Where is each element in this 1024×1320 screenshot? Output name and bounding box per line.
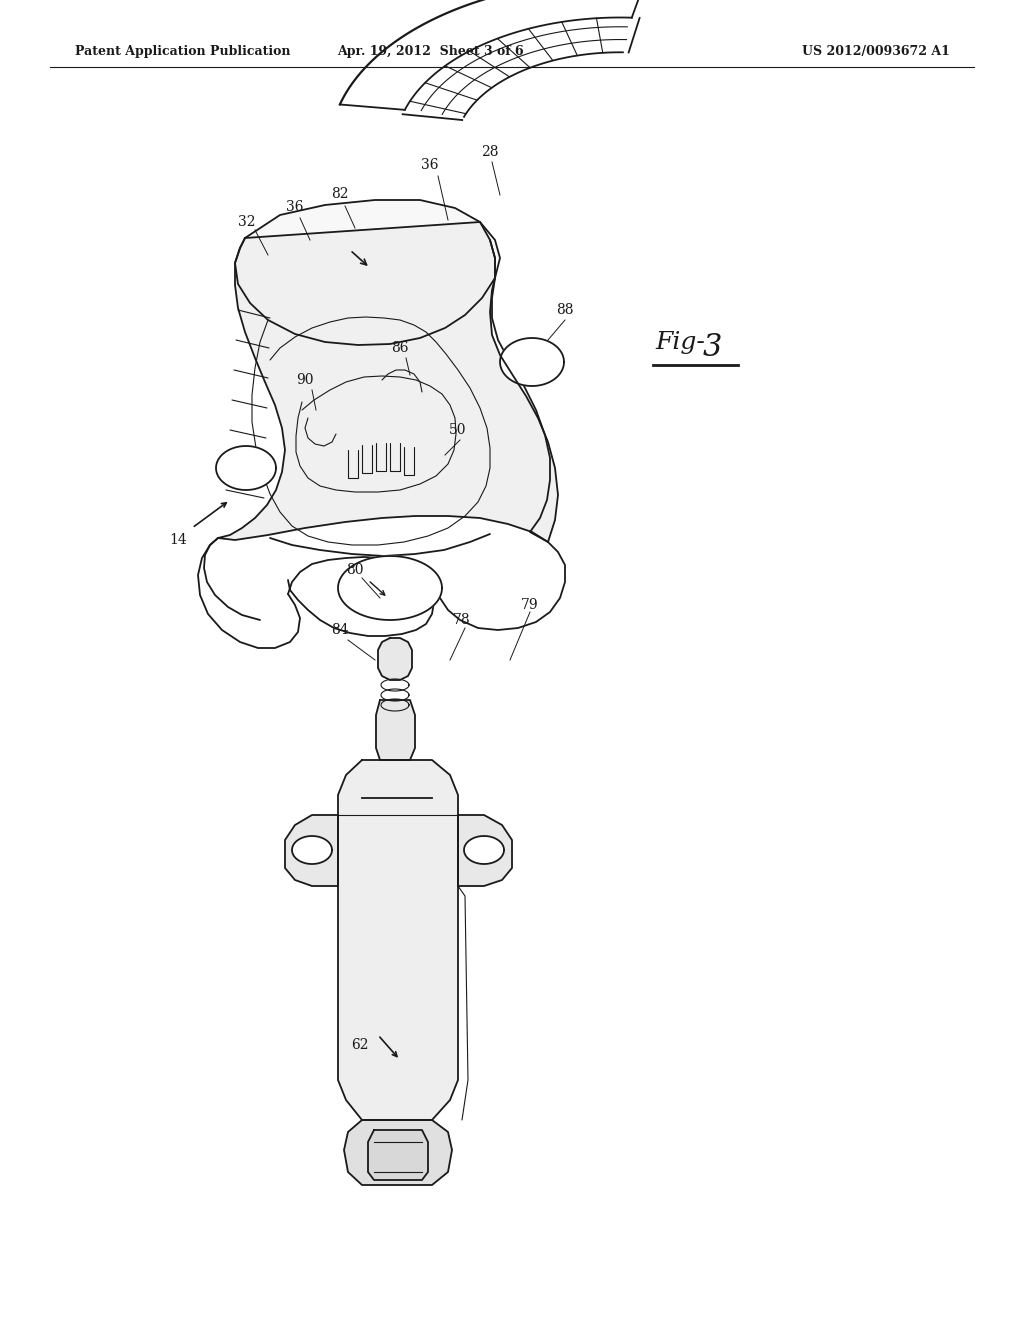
Text: US 2012/0093672 A1: US 2012/0093672 A1	[802, 45, 950, 58]
Text: 86: 86	[391, 341, 409, 355]
Text: 90: 90	[296, 374, 313, 387]
Polygon shape	[285, 814, 338, 886]
Text: 28: 28	[481, 145, 499, 158]
Polygon shape	[458, 814, 512, 886]
Text: 80: 80	[346, 564, 364, 577]
Text: 36: 36	[421, 158, 438, 172]
Polygon shape	[464, 836, 504, 865]
Text: Patent Application Publication: Patent Application Publication	[75, 45, 291, 58]
Text: 82: 82	[331, 187, 349, 201]
Text: 32: 32	[239, 215, 256, 228]
Polygon shape	[344, 1119, 452, 1185]
Text: Apr. 19, 2012  Sheet 3 of 6: Apr. 19, 2012 Sheet 3 of 6	[337, 45, 523, 58]
Text: 36: 36	[287, 201, 304, 214]
Text: 78: 78	[454, 612, 471, 627]
Polygon shape	[368, 1130, 428, 1180]
Text: 62: 62	[351, 1038, 369, 1052]
Polygon shape	[338, 556, 442, 620]
Polygon shape	[218, 222, 558, 543]
Polygon shape	[500, 338, 564, 385]
Text: 50: 50	[450, 422, 467, 437]
Polygon shape	[234, 201, 500, 345]
Text: 88: 88	[556, 304, 573, 317]
Polygon shape	[378, 638, 412, 680]
Text: 84: 84	[331, 623, 349, 638]
Text: Fig-: Fig-	[655, 330, 705, 354]
Text: 14: 14	[169, 533, 186, 546]
Polygon shape	[292, 836, 332, 865]
Polygon shape	[376, 700, 415, 760]
Polygon shape	[216, 446, 276, 490]
Text: 3: 3	[703, 333, 722, 363]
Polygon shape	[338, 760, 458, 1119]
Text: 79: 79	[521, 598, 539, 612]
